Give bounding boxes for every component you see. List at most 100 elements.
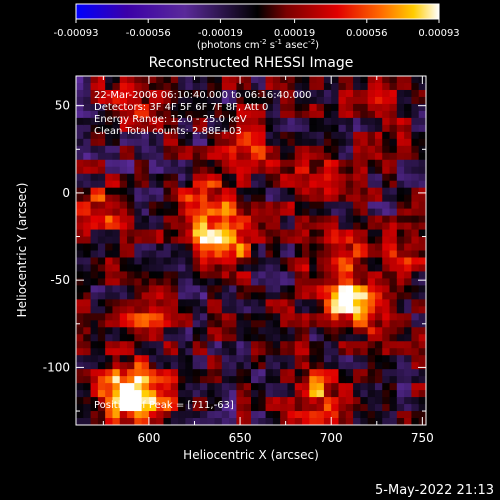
heatmap-cell: [229, 306, 238, 314]
heatmap-cell: [382, 145, 391, 154]
heatmap-cell: [251, 180, 259, 189]
heatmap-cell: [316, 138, 325, 147]
heatmap-cell: [214, 180, 223, 189]
heatmap-cell: [353, 306, 361, 314]
heatmap-cell: [411, 103, 420, 112]
heatmap-cell: [338, 369, 347, 377]
heatmap-cell: [287, 320, 296, 328]
heatmap-cell: [83, 96, 92, 105]
heatmap-cell: [345, 222, 354, 231]
heatmap-cell: [345, 299, 354, 307]
heatmap-cell: [119, 243, 128, 252]
heatmap-cell: [265, 180, 274, 189]
heatmap-cell: [214, 369, 223, 377]
heatmap-cell: [119, 383, 128, 391]
heatmap-cell: [316, 257, 325, 266]
heatmap-cell: [331, 348, 340, 356]
heatmap-cell: [236, 397, 245, 405]
heatmap-cell: [251, 348, 259, 356]
heatmap-cell: [294, 355, 303, 363]
heatmap-cell: [251, 131, 259, 140]
colorbar-tick-label: 0.00093: [418, 28, 459, 39]
heatmap-cell: [404, 89, 413, 98]
heatmap-cell: [185, 383, 194, 391]
heatmap-cell: [251, 208, 259, 217]
heatmap-cell: [280, 250, 289, 259]
heatmap-cell: [302, 166, 310, 175]
heatmap-cell: [141, 390, 150, 398]
heatmap-cell: [396, 159, 405, 168]
heatmap-cell: [396, 180, 405, 189]
heatmap-cell: [309, 208, 318, 217]
heatmap-cell: [331, 173, 340, 182]
heatmap-cell: [302, 152, 310, 161]
heatmap-cell: [411, 334, 420, 342]
heatmap-cell: [353, 96, 361, 105]
heatmap-cell: [199, 110, 208, 119]
heatmap-cell: [134, 208, 143, 217]
heatmap-cell: [338, 397, 347, 405]
heatmap-cell: [411, 180, 420, 189]
heatmap-cell: [76, 103, 84, 112]
heatmap-cell: [192, 187, 201, 196]
heatmap-cell: [214, 278, 223, 286]
heatmap-cell: [141, 355, 150, 363]
heatmap-cell: [302, 355, 310, 363]
heatmap-cell: [170, 208, 179, 217]
heatmap-cell: [163, 390, 172, 398]
heatmap-cell: [331, 229, 340, 238]
heatmap-cell: [243, 222, 252, 231]
heatmap-cell: [389, 222, 398, 231]
heatmap-cell: [105, 145, 114, 154]
heatmap-cell: [207, 327, 216, 335]
heatmap-cell: [331, 355, 340, 363]
heatmap-cell: [360, 194, 369, 203]
heatmap-cell: [141, 173, 150, 182]
heatmap-cell: [389, 285, 398, 293]
heatmap-cell: [83, 313, 92, 321]
heatmap-cell: [236, 411, 245, 419]
heatmap-cell: [134, 236, 143, 245]
heatmap-cell: [302, 257, 310, 266]
heatmap-cell: [119, 299, 128, 307]
heatmap-cell: [236, 313, 245, 321]
heatmap-cell: [331, 222, 340, 231]
heatmap-cell: [134, 194, 143, 203]
heatmap-cell: [163, 257, 172, 266]
heatmap-cell: [83, 173, 92, 182]
heatmap-cell: [374, 362, 383, 370]
heatmap-cell: [156, 222, 165, 231]
heatmap-cell: [156, 117, 165, 126]
heatmap-cell: [258, 327, 267, 335]
heatmap-cell: [418, 334, 426, 342]
heatmap-cell: [251, 264, 259, 273]
heatmap-cell: [280, 257, 289, 266]
heatmap-cell: [156, 243, 165, 252]
heatmap-cell: [163, 201, 172, 210]
heatmap-cell: [214, 117, 223, 126]
heatmap-cell: [83, 152, 92, 161]
heatmap-cell: [331, 159, 340, 168]
heatmap-cell: [265, 285, 274, 293]
heatmap-cell: [367, 355, 376, 363]
heatmap-cell: [331, 341, 340, 349]
heatmap-cell: [236, 131, 245, 140]
heatmap-cell: [353, 124, 361, 133]
heatmap-cell: [294, 222, 303, 231]
heatmap-cell: [360, 138, 369, 147]
heatmap-cell: [76, 306, 84, 314]
heatmap-cell: [367, 348, 376, 356]
heatmap-cell: [374, 243, 383, 252]
heatmap-cell: [243, 89, 252, 98]
heatmap-cell: [163, 292, 172, 300]
heatmap-cell: [309, 341, 318, 349]
heatmap-cell: [404, 159, 413, 168]
heatmap-cell: [309, 411, 318, 419]
heatmap-cell: [360, 397, 369, 405]
heatmap-cell: [243, 285, 252, 293]
heatmap-cell: [287, 110, 296, 119]
heatmap-cell: [323, 299, 332, 307]
heatmap-cell: [127, 320, 135, 328]
heatmap-cell: [105, 89, 114, 98]
heatmap-cell: [119, 313, 128, 321]
